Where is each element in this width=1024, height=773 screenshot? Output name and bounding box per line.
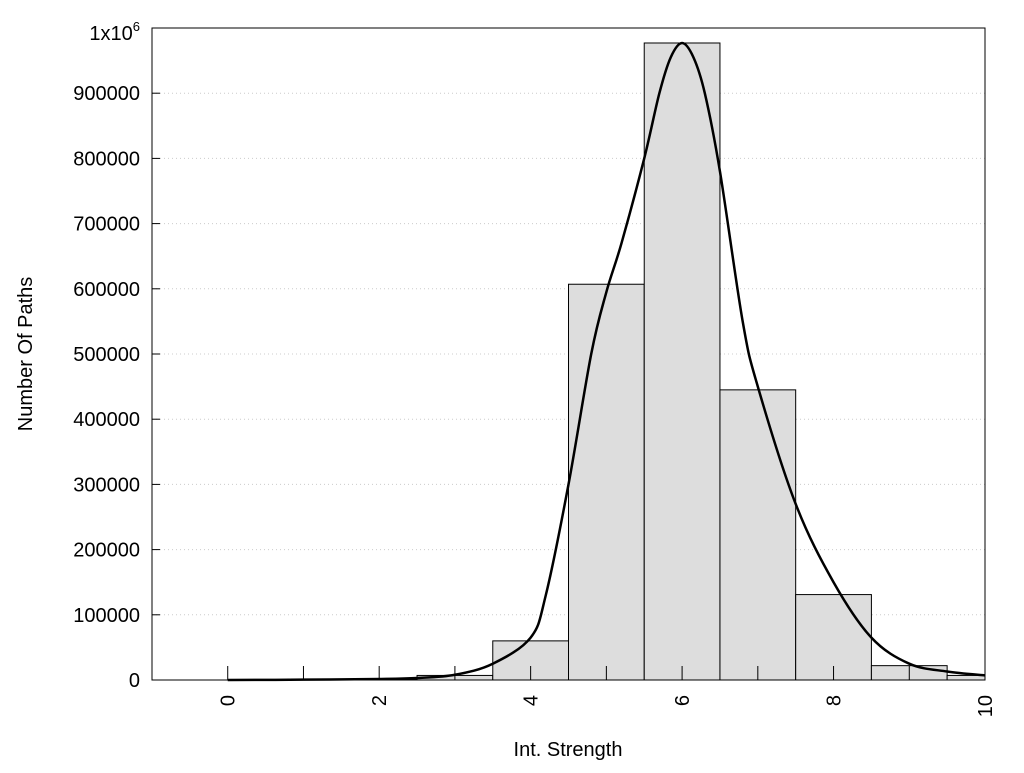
y-tick-label: 100000 [73, 605, 140, 627]
y-axis-label: Number Of Paths [15, 277, 37, 432]
y-tick-label: 700000 [73, 214, 140, 236]
bar [720, 390, 796, 680]
x-tick-label: 10 [975, 695, 997, 717]
x-tick-labels: 0 2 4 6 8 10 [218, 695, 997, 717]
x-tick-label: 8 [824, 695, 846, 706]
y-tick-label: 500000 [73, 344, 140, 366]
y-tick-label: 0 [129, 670, 140, 692]
x-tick-label: 4 [521, 695, 543, 706]
y-top-label: 1x106 [89, 19, 140, 45]
y-tick-label: 600000 [73, 279, 140, 301]
bar [569, 284, 645, 680]
x-tick-label: 6 [672, 695, 694, 706]
y-tick-label: 300000 [73, 474, 140, 496]
bar [644, 43, 720, 680]
y-tick-label: 900000 [73, 83, 140, 105]
x-tick-label: 2 [369, 695, 391, 706]
y-tick-label: 400000 [73, 409, 140, 431]
y-tick-labels: 0 100000 200000 300000 400000 500000 600000 700… [73, 83, 140, 692]
y-tick-label: 200000 [73, 540, 140, 562]
x-axis-label: Int. Strength [514, 739, 623, 761]
bars [266, 43, 985, 680]
y-tick-label: 800000 [73, 148, 140, 170]
x-tick-label: 0 [218, 695, 240, 706]
